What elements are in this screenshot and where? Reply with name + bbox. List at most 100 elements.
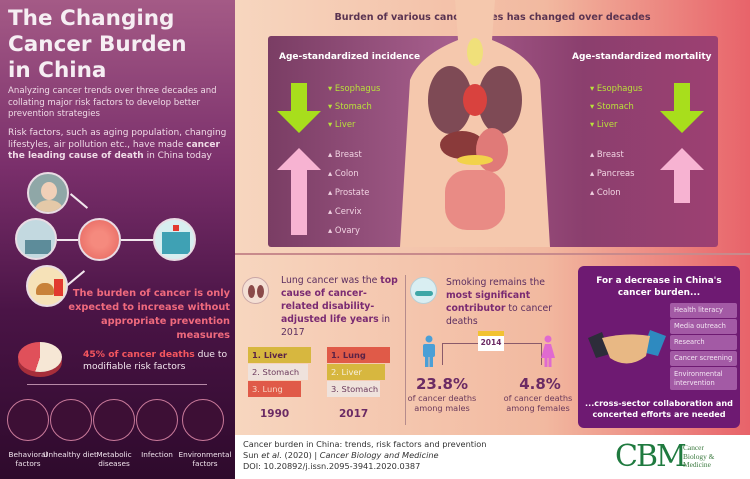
- arrow: [121, 239, 153, 241]
- rank-1990-1: 1. Liver: [248, 347, 311, 363]
- aging-population-icon: [27, 172, 69, 214]
- cancer-name: Esophagus: [334, 83, 381, 93]
- decrease-arrow-icon: [277, 83, 321, 133]
- cancer-cells-icon: [78, 218, 121, 261]
- environmental-factors-icon: [182, 399, 224, 441]
- section-divider: [405, 275, 406, 425]
- cancer-screening-item: Cancer screening: [670, 351, 737, 366]
- factor-label: Behavioral factors: [8, 450, 48, 468]
- rank-2017-3: 3. Stomach: [327, 381, 380, 397]
- et-al: et al.: [261, 450, 282, 460]
- human-body-illustration: [400, 0, 550, 247]
- subtitle: Analyzing cancer trends over three decad…: [8, 86, 217, 119]
- page-title: The Changing Cancer Burden in China: [8, 6, 187, 83]
- factor-label: Infection: [141, 450, 173, 459]
- incidence-title: Age-standardized incidence: [279, 52, 421, 62]
- smoking-text-bold: most significant contributor: [446, 290, 531, 314]
- unhealthy-food-icon: [26, 265, 68, 307]
- cancer-name: Cervix: [334, 206, 362, 216]
- male-caption: of cancer deaths among males: [407, 393, 477, 413]
- cancer-name: Stomach: [596, 101, 634, 111]
- cancer-item: ▴ Cervix: [328, 206, 362, 216]
- behavioral-factors-icon: [7, 399, 49, 441]
- cancer-name: Liver: [334, 119, 356, 129]
- handshake-icon: [588, 330, 666, 364]
- decrease-title: For a decrease in China's cancer burden.…: [596, 276, 722, 298]
- cancer-name: Colon: [334, 168, 359, 178]
- year-1990: 1990: [260, 408, 290, 420]
- unhealthy-diet-icon: [50, 399, 92, 441]
- environmental-intervention-item: Environmental intervention: [670, 367, 737, 390]
- mortality-title: Age-standardized mortality: [572, 52, 712, 62]
- cancer-item: ▾ Esophagus: [590, 83, 643, 93]
- cancer-name: Esophagus: [596, 83, 643, 93]
- hospital-icon: [153, 218, 196, 261]
- risk-factors-text: Risk factors, such as aging population, …: [8, 128, 230, 163]
- cancer-name: Prostate: [334, 187, 370, 197]
- risk-text: Risk factors, such as aging population, …: [8, 128, 227, 150]
- calendar-2014: 2014: [478, 331, 504, 351]
- male-percentage: 23.8%: [415, 375, 469, 393]
- cancer-name: Breast: [334, 149, 362, 159]
- research-item: Research: [670, 335, 737, 350]
- pie-rest: due to modifiable risk factors: [83, 349, 228, 372]
- smoking-text-start: Smoking remains the: [446, 277, 545, 288]
- media-outreach-item: Media outreach: [670, 319, 737, 334]
- cancer-item: ▴ Colon: [590, 187, 621, 197]
- journal: Cancer Biology and Medicine: [319, 450, 439, 460]
- divider: [235, 253, 750, 255]
- logo-letters: CBM: [615, 439, 687, 474]
- factor-label: Metabolic diseases: [96, 450, 132, 468]
- cancer-name: Pancreas: [596, 168, 635, 178]
- incidence-increased-list: ▴ Breast ▴ Colon ▴ Prostate ▴ Cervix ▴ O…: [328, 148, 369, 236]
- risk-text-end: in China today: [143, 151, 212, 161]
- health-literacy-item: Health literacy: [670, 303, 737, 318]
- arrow: [57, 239, 78, 241]
- doi: DOI: 10.20892/j.issn.2095-3941.2020.0387: [243, 461, 421, 471]
- air-pollution-icon: [15, 218, 57, 260]
- mortality-increased-list: ▴ Breast ▴ Pancreas ▴ Colon: [590, 148, 635, 198]
- cancer-item: ▴ Colon: [328, 168, 359, 178]
- factor-label: Unhealthy diet: [43, 450, 97, 459]
- rank-1990-3: 3. Lung: [248, 381, 301, 397]
- increase-arrow-icon: [277, 148, 321, 235]
- incidence-decreased-list: ▾ Esophagus ▾ Stomach ▾ Liver: [328, 82, 380, 130]
- cancer-item: ▾ Esophagus: [328, 83, 381, 93]
- smoking-text: Smoking remains the most significant con…: [446, 276, 570, 328]
- rank-2017-1: 1. Lung: [327, 347, 390, 363]
- cancer-name: Breast: [596, 149, 624, 159]
- arrow: [66, 270, 86, 286]
- decrease-burden-box: For a decrease in China's cancer burden.…: [578, 266, 740, 428]
- infection-icon: [136, 399, 178, 441]
- decrease-arrow-icon: [660, 83, 704, 133]
- female-percentage: 4.8%: [519, 375, 561, 393]
- cancer-item: ▾ Liver: [328, 119, 356, 129]
- citation: Cancer burden in China: trends, risk fac…: [243, 439, 486, 472]
- lungs-icon: [242, 277, 269, 304]
- metabolic-diseases-icon: [93, 399, 135, 441]
- cancer-item: ▴ Breast: [328, 149, 362, 159]
- cancer-item: ▴ Breast: [590, 149, 624, 159]
- burden-warning: The burden of cancer is only expected to…: [68, 288, 230, 341]
- cancer-item: ▾ Stomach: [590, 101, 634, 111]
- authors: Sun: [243, 450, 262, 460]
- pie-chart-45-percent: [18, 342, 62, 372]
- year-2017: 2017: [339, 408, 369, 420]
- smoking-text-end: to cancer deaths: [446, 303, 553, 327]
- cancer-item: ▴ Ovary: [328, 225, 360, 235]
- female-caption: of cancer deaths among females: [503, 393, 573, 413]
- cancer-item: ▾ Liver: [590, 119, 618, 129]
- increase-arrow-icon: [660, 148, 704, 203]
- cancer-name: Liver: [596, 119, 618, 129]
- lung-cancer-text: Lung cancer was the top cause of cancer-…: [281, 274, 401, 339]
- lung-text: Lung cancer was the: [281, 275, 381, 286]
- pie-bold: 45% of cancer deaths: [83, 349, 195, 360]
- factor-label: Environmental factors: [178, 450, 232, 468]
- cancer-item: ▴ Prostate: [328, 187, 370, 197]
- cancer-item: ▾ Stomach: [328, 101, 372, 111]
- article-authors: Sun et al. (2020) | Cancer Biology and M…: [243, 450, 486, 461]
- risk-text-bold: cancer the leading cause of death: [8, 139, 220, 162]
- mortality-decreased-list: ▾ Esophagus ▾ Stomach ▾ Liver: [590, 82, 642, 130]
- arrow: [69, 193, 89, 209]
- cancer-name: Colon: [596, 187, 621, 197]
